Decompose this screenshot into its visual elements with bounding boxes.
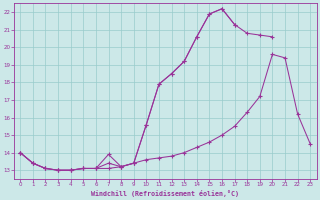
X-axis label: Windchill (Refroidissement éolien,°C): Windchill (Refroidissement éolien,°C)	[91, 190, 239, 197]
